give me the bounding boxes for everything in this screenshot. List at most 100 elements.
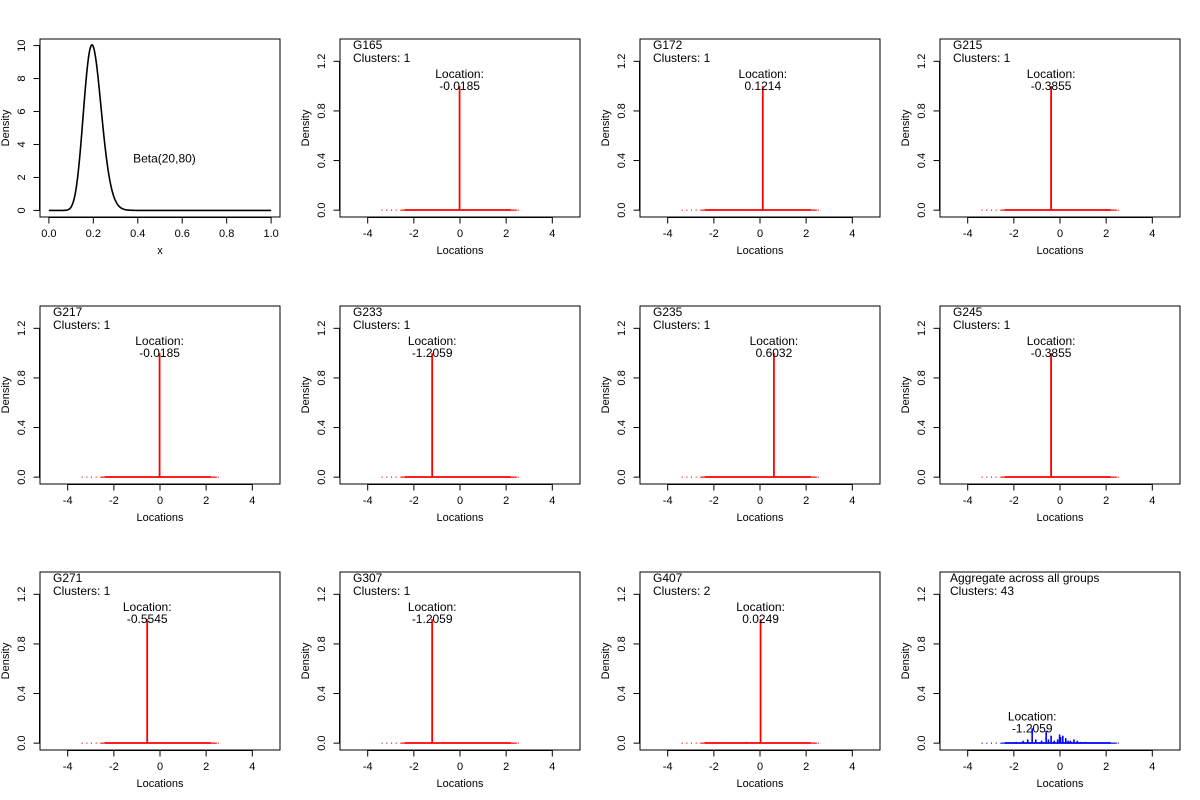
- y-tick-label: 1.2: [916, 321, 928, 336]
- y-tick-label: 0.4: [916, 153, 928, 168]
- rug-mark: [686, 209, 688, 211]
- rug-mark: [512, 209, 514, 211]
- rug-mark: [395, 476, 397, 478]
- rug-mark: [690, 209, 692, 211]
- x-tick-label: 0.8: [219, 228, 234, 240]
- rug-mark: [695, 209, 697, 211]
- x-tick-label: -4: [663, 761, 673, 773]
- rug-mark: [215, 476, 217, 478]
- x-tick-label: 4: [849, 761, 855, 773]
- rug-mark: [1112, 209, 1114, 211]
- x-tick-label: 0: [157, 495, 163, 507]
- y-axis-label: Density: [600, 109, 612, 146]
- x-tick-label: 0.0: [41, 228, 56, 240]
- x-tick-label: 2: [503, 228, 509, 240]
- rug-mark: [811, 209, 813, 211]
- y-tick-label: 0.4: [316, 686, 328, 701]
- rug-mark: [815, 209, 817, 211]
- x-axis-label: Locations: [736, 512, 784, 524]
- x-tick-label: -2: [709, 228, 719, 240]
- clusters-label: Clusters: 1: [53, 584, 111, 598]
- rug-mark: [517, 742, 519, 744]
- panel-title: G235: [653, 305, 683, 319]
- rug-mark: [401, 209, 403, 211]
- rug-mark: [812, 209, 814, 211]
- rug-mark: [681, 476, 683, 478]
- rug-mark: [400, 742, 402, 744]
- plot-frame: [939, 38, 1181, 218]
- rug-mark: [403, 476, 405, 478]
- location-label: Location:: [408, 600, 457, 614]
- rug-mark: [513, 742, 515, 744]
- rug-mark: [815, 742, 817, 744]
- location-label: Location:: [736, 600, 785, 614]
- rug-mark: [514, 209, 516, 211]
- rug-mark: [517, 476, 519, 478]
- location-label: Location:: [135, 334, 184, 348]
- rug-mark: [813, 209, 815, 211]
- rug-mark: [1117, 742, 1119, 744]
- rug-mark: [814, 209, 816, 211]
- rug-mark: [981, 476, 983, 478]
- rug-mark: [990, 742, 992, 744]
- rug-mark: [212, 742, 214, 744]
- x-tick-label: 4: [249, 761, 255, 773]
- rug-mark: [986, 476, 988, 478]
- rug-mark: [1112, 209, 1114, 211]
- rug-mark: [817, 742, 819, 744]
- x-tick-label: -2: [709, 761, 719, 773]
- y-tick-label: 0.8: [916, 103, 928, 118]
- rug-mark: [995, 742, 997, 744]
- plot-frame: [939, 305, 1181, 485]
- rug-mark: [1114, 742, 1116, 744]
- x-tick-label: 0: [457, 761, 463, 773]
- x-tick-label: 0: [157, 761, 163, 773]
- rug-mark: [700, 742, 702, 744]
- rug-mark: [1002, 476, 1004, 478]
- plot-frame: [339, 571, 581, 751]
- x-tick-label: 2: [803, 228, 809, 240]
- x-axis-label: Locations: [1036, 512, 1084, 524]
- rug-mark: [215, 742, 217, 744]
- y-axis-label: Density: [0, 376, 12, 413]
- rug-mark: [86, 476, 88, 478]
- rug-mark: [512, 742, 514, 744]
- y-tick-label: 0.0: [316, 203, 328, 218]
- y-tick-label: 0.0: [616, 203, 628, 218]
- location-value: -1.2059: [412, 346, 453, 360]
- group-panel-8: -4 -2 0 2 4 Locations 0.0 0.4 0.8 1.2 Density G271C…: [0, 571, 281, 790]
- y-tick-label: 0.8: [916, 636, 928, 651]
- x-tick-label: -2: [409, 228, 419, 240]
- x-tick-label: -2: [109, 495, 119, 507]
- y-tick-label: 0.4: [616, 686, 628, 701]
- rug-mark: [703, 476, 705, 478]
- rug-mark: [686, 742, 688, 744]
- rug-mark: [511, 476, 513, 478]
- rug-mark: [1112, 476, 1114, 478]
- rug-mark: [814, 476, 816, 478]
- rug-mark: [690, 476, 692, 478]
- rug-mark: [1002, 742, 1004, 744]
- plot-frame: [639, 305, 881, 485]
- rug-mark: [1112, 742, 1114, 744]
- x-tick-label: -2: [409, 495, 419, 507]
- rug-mark: [100, 476, 102, 478]
- rug-mark: [1001, 476, 1003, 478]
- rug-mark: [1003, 742, 1005, 744]
- rug-mark: [681, 742, 683, 744]
- rug-mark: [986, 742, 988, 744]
- rug-mark: [511, 742, 513, 744]
- y-tick-label: 0.8: [616, 370, 628, 385]
- rug-mark: [400, 476, 402, 478]
- location-value: -0.3855: [1031, 79, 1072, 93]
- x-tick-label: -4: [63, 761, 73, 773]
- y-tick-label: 0.0: [616, 736, 628, 751]
- y-axis-label: Density: [900, 642, 912, 679]
- x-tick-label: 0: [757, 495, 763, 507]
- y-tick-label: 4: [16, 141, 28, 147]
- y-tick-label: 0.8: [16, 370, 28, 385]
- x-tick-label: 4: [1149, 495, 1155, 507]
- rug-mark: [381, 209, 383, 211]
- rug-mark: [1113, 209, 1115, 211]
